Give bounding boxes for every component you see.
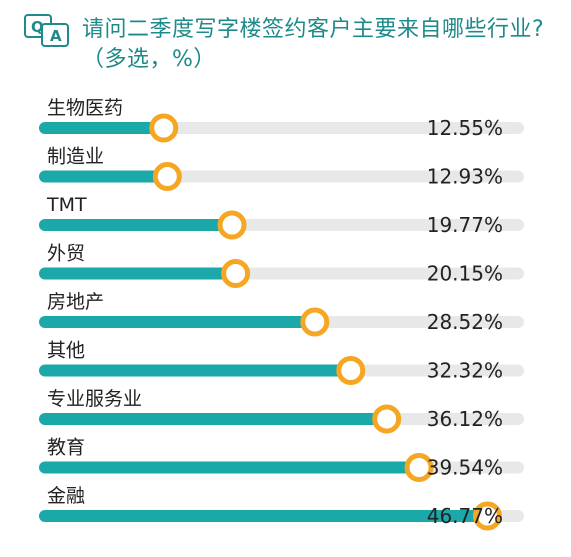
value-label: 12.55% xyxy=(427,116,503,140)
category-label: TMT xyxy=(46,194,87,216)
bar-end-marker xyxy=(372,404,402,434)
category-label: 制造业 xyxy=(47,146,104,168)
bar-end-marker xyxy=(152,162,182,191)
category-label: 生物医药 xyxy=(47,97,123,119)
value-label: 32.32% xyxy=(427,359,503,383)
value-label: 12.93% xyxy=(427,165,503,189)
bar-end-marker xyxy=(149,113,179,143)
value-label: 39.54% xyxy=(427,456,503,480)
qa-icon: Q A xyxy=(24,14,69,47)
value-label: 19.77% xyxy=(427,213,503,237)
chart-title: 请问二季度写字楼签约客户主要来自哪些行业? （多选，%） xyxy=(82,15,562,75)
bar-end-marker xyxy=(404,453,434,482)
category-label: 金融 xyxy=(47,485,85,507)
bar-end-marker xyxy=(472,501,502,531)
value-label: 20.15% xyxy=(427,262,503,286)
bar-end-marker xyxy=(221,259,251,288)
category-label: 教育 xyxy=(47,437,85,459)
category-label: 房地产 xyxy=(47,291,104,313)
category-label: 其他 xyxy=(47,340,85,362)
bar-end-marker xyxy=(217,210,247,240)
value-label: 36.12% xyxy=(427,407,503,431)
value-label: 46.77% xyxy=(427,504,503,528)
svg-text:A: A xyxy=(50,27,62,45)
svg-text:Q: Q xyxy=(31,18,44,36)
category-label: 外贸 xyxy=(47,243,85,265)
value-label: 28.52% xyxy=(427,310,503,334)
bar-end-marker xyxy=(336,356,366,385)
category-label: 专业服务业 xyxy=(47,388,142,410)
title-line-2: （多选，%） xyxy=(82,47,216,72)
title-line-1: 请问二季度写字楼签约客户主要来自哪些行业? xyxy=(82,17,545,42)
bar-end-marker xyxy=(300,307,330,337)
